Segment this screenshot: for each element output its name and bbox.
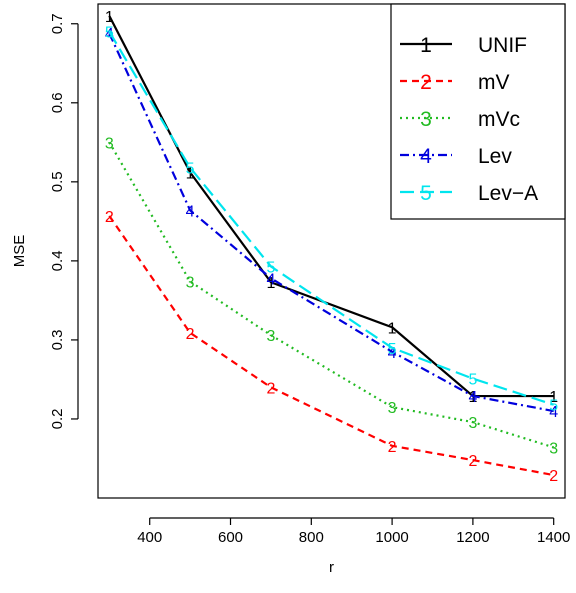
legend-label: mV [478, 71, 510, 94]
data-point: 4 [468, 389, 477, 406]
legend-label: Lev [478, 145, 512, 168]
y-tick-label: 0.7 [49, 13, 66, 34]
x-axis-title: r [329, 559, 334, 576]
series-2: 2 2 2 2 2 2 [105, 209, 558, 485]
x-tick-label: 1200 [456, 529, 489, 546]
data-point: 5 [549, 398, 558, 415]
legend: 1 UNIF 2 mV 3 mVc 4 Lev 5 Lev−A [390, 3, 566, 220]
series-3: 3 3 3 3 3 3 [105, 135, 558, 457]
legend-item: 4 Lev [400, 145, 512, 168]
y-tick-label: 0.6 [49, 92, 66, 113]
data-point: 2 [266, 380, 275, 397]
data-point: 2 [388, 439, 397, 456]
data-point: 2 [105, 209, 114, 226]
data-point: 4 [388, 345, 397, 362]
y-tick-label: 0.2 [49, 409, 66, 430]
y-tick-label: 0.5 [49, 171, 66, 192]
legend-item: 5 Lev−A [400, 182, 538, 205]
series-4: 4 4 4 4 4 4 [105, 26, 558, 421]
x-tick-label: 400 [137, 529, 162, 546]
series-5: 5 5 5 5 5 5 [105, 25, 558, 415]
plot-frame [97, 3, 566, 499]
data-point: 3 [549, 440, 558, 457]
data-point: 3 [186, 274, 195, 291]
data-point: 3 [468, 415, 477, 432]
data-point: 1 [549, 389, 558, 406]
legend-item: 1 UNIF [400, 34, 527, 57]
data-point: 1 [186, 165, 195, 182]
legend-label: mVc [478, 108, 520, 131]
x-axis: 400 600 800 1000 1200 1400 [137, 517, 570, 546]
data-point: 4 [105, 26, 114, 43]
data-point: 4 [186, 203, 195, 220]
legend-symbol: 3 [420, 108, 432, 131]
x-tick-label: 1000 [375, 529, 408, 546]
data-point: 3 [266, 328, 275, 345]
data-point: 5 [468, 372, 477, 389]
legend-symbol: 5 [420, 182, 432, 205]
data-point: 3 [388, 400, 397, 417]
legend-label: UNIF [478, 34, 527, 57]
data-point: 1 [266, 275, 275, 292]
legend-item: 3 mVc [400, 108, 520, 131]
data-point: 1 [105, 9, 114, 26]
data-point: 2 [186, 326, 195, 343]
data-point: 2 [468, 453, 477, 470]
data-point: 1 [388, 320, 397, 337]
legend-box [390, 3, 566, 220]
legend-label: Lev−A [478, 182, 538, 205]
data-point: 5 [186, 161, 195, 178]
legend-symbol: 4 [420, 145, 432, 168]
y-tick-label: 0.3 [49, 329, 66, 350]
data-point: 5 [105, 25, 114, 42]
series-line [108, 31, 555, 406]
legend-item: 2 mV [400, 71, 510, 94]
y-axis-title: MSE [11, 235, 28, 268]
data-point: 1 [468, 389, 477, 406]
data-point: 3 [105, 135, 114, 152]
data-point: 4 [266, 271, 275, 288]
data-point: 2 [549, 468, 558, 485]
legend-symbol: 1 [420, 34, 432, 57]
y-tick-label: 0.4 [49, 250, 66, 271]
x-tick-label: 600 [218, 529, 243, 546]
data-point: 5 [266, 259, 275, 276]
legend-symbol: 2 [420, 71, 432, 94]
data-point: 4 [549, 404, 558, 421]
x-tick-label: 1400 [537, 529, 570, 546]
y-axis: 0.2 0.3 0.4 0.5 0.6 0.7 [49, 13, 79, 430]
data-point: 5 [388, 341, 397, 358]
x-tick-label: 800 [299, 529, 324, 546]
series-line [108, 215, 554, 477]
